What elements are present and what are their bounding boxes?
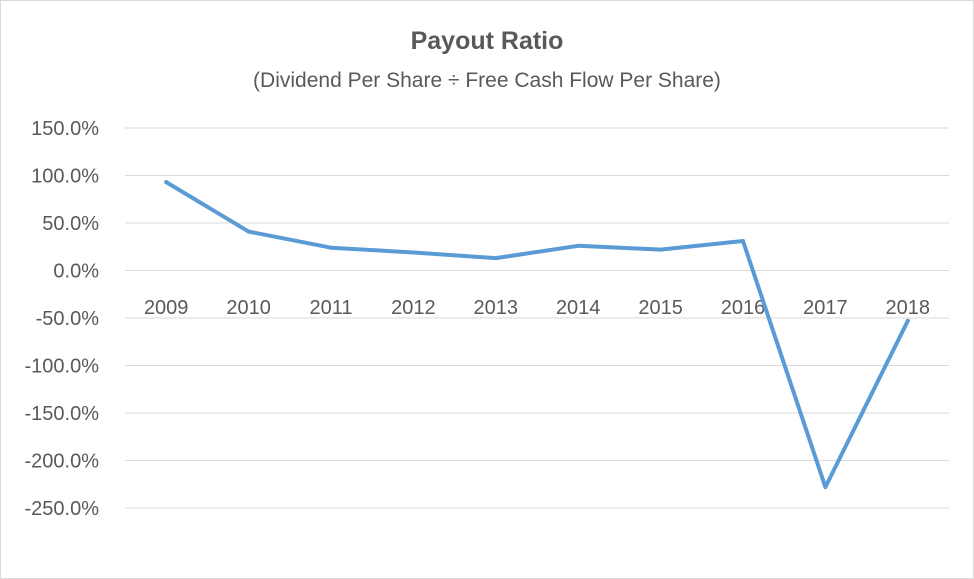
y-tick-label: -200.0% <box>25 451 100 473</box>
y-tick-label: 100.0% <box>31 166 99 188</box>
series-layer <box>164 180 910 490</box>
data-point <box>741 239 745 244</box>
x-tick-label: 2009 <box>144 297 189 319</box>
data-point <box>164 180 169 185</box>
x-tick-label: 2013 <box>474 297 519 319</box>
y-tick-label: -250.0% <box>25 498 100 520</box>
y-tick-label: 0.0% <box>53 261 99 283</box>
data-point <box>905 318 910 323</box>
chart-title: Payout Ratio <box>410 27 564 55</box>
x-tick-label: 2017 <box>803 297 848 319</box>
data-point <box>329 245 333 250</box>
x-tick-label: 2012 <box>391 297 436 319</box>
y-tick-label: -50.0% <box>36 308 100 330</box>
y-axis-tick-labels: 150.0% 100.0% 50.0% 0.0% -50.0% -100.0% -150.0… <box>25 118 100 520</box>
y-tick-label: 150.0% <box>31 118 99 140</box>
data-point <box>658 247 663 252</box>
series-line <box>164 180 910 490</box>
data-point <box>493 256 498 261</box>
x-tick-label: 2010 <box>226 297 271 319</box>
x-tick-label: 2014 <box>556 297 601 319</box>
data-point <box>411 250 416 255</box>
y-tick-label: -100.0% <box>25 356 100 378</box>
x-tick-label: 2016 <box>721 297 766 319</box>
y-tick-label: -150.0% <box>25 403 100 425</box>
x-axis-tick-labels: 2009 2010 2011 2012 2013 2014 2015 2016 2017 2018 <box>144 297 930 319</box>
data-point <box>823 485 828 490</box>
data-point <box>576 243 581 248</box>
data-point <box>246 229 251 234</box>
y-tick-label: 50.0% <box>42 213 99 235</box>
gridlines <box>125 127 949 509</box>
x-tick-label: 2018 <box>886 297 931 319</box>
chart-subtitle: (Dividend Per Share ÷ Free Cash Flow Per… <box>253 69 721 92</box>
x-tick-label: 2011 <box>309 297 352 319</box>
x-tick-label: 2015 <box>638 297 683 319</box>
